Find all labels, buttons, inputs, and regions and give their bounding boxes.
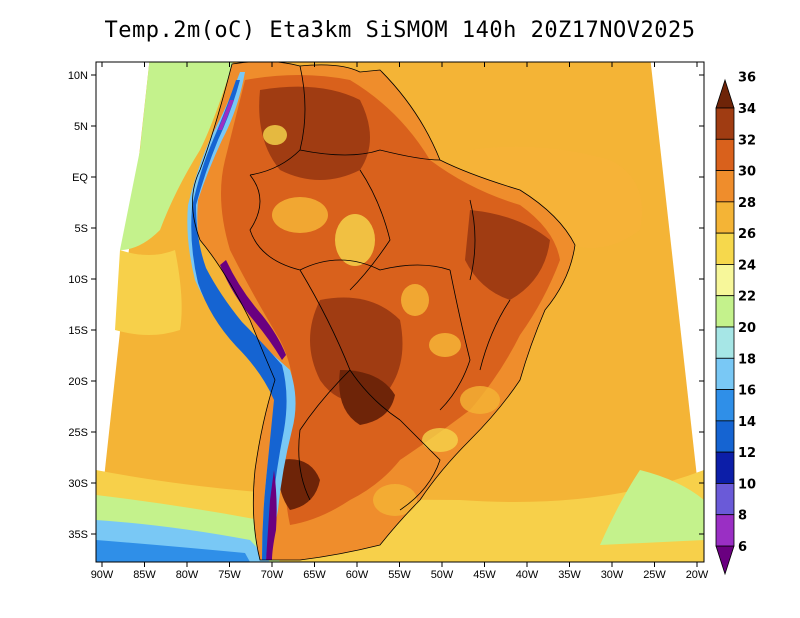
colorbar-label: 22 [738, 290, 756, 305]
map-field [96, 62, 704, 562]
cool-spot [401, 284, 429, 316]
lon-tick-label: 45W [473, 569, 496, 581]
amazon-very-hot [259, 86, 370, 180]
colorbar-label: 32 [738, 133, 756, 148]
colorbar-swatch [715, 107, 735, 140]
map-title: Temp.2m(oC) Eta3km SiSMOM 140h 20Z17NOV2… [104, 18, 696, 43]
colorbar-min-triangle [715, 545, 735, 576]
colorbar: 6 8 10 12 14 16 18 20 22 24 26 28 30 32 34 36 [715, 71, 756, 576]
pacific-mild [115, 250, 182, 335]
lon-tick-label: 60W [346, 569, 369, 581]
colorbar-swatch [715, 389, 735, 422]
colorbar-label: 26 [738, 227, 756, 242]
colorbar-label: 28 [738, 196, 756, 211]
lon-tick-label: 40W [516, 569, 539, 581]
colorbar-swatch [715, 170, 735, 203]
lat-tick-label: 10S [68, 274, 88, 286]
lon-tick-label: 85W [133, 569, 156, 581]
chaco-very-hot [339, 370, 395, 425]
andes-very-cold [220, 260, 286, 560]
colorbar-swatch [715, 264, 735, 297]
colorbar-label: 6 [738, 540, 747, 555]
lon-tick-label: 55W [388, 569, 411, 581]
pacific-cool-tongue [120, 62, 234, 250]
cool-spot [373, 484, 417, 516]
cool-spot [429, 333, 461, 357]
colorbar-label: 8 [738, 509, 747, 524]
colorbar-label: 10 [738, 477, 756, 492]
lat-tick-label: 35S [68, 529, 88, 541]
lat-tick-label: 10N [68, 70, 88, 82]
lat-tick-label: EQ [72, 172, 88, 184]
colorbar-label: 36 [738, 71, 756, 86]
atlantic-mild-patch [470, 146, 642, 248]
colorbar-label: 34 [738, 102, 756, 117]
colorbar-swatch [715, 201, 735, 234]
lat-tick-label: 25S [68, 427, 88, 439]
lat-tick-label: 5S [75, 223, 88, 235]
country-borders [192, 62, 576, 561]
continent-hot [221, 75, 560, 525]
lon-tick-label: 25W [643, 569, 666, 581]
colorbar-label: 20 [738, 321, 756, 336]
lon-tick-label: 30W [601, 569, 624, 581]
lon-tick-label: 20W [686, 569, 709, 581]
cool-spot [272, 197, 328, 233]
longitude-axis: 90W 85W 80W 75W 70W 65W 60W 55W 50W 45W 40W 35W 30W 2… [91, 62, 709, 581]
colorbar-label: 16 [738, 384, 756, 399]
colorbar-label: 14 [738, 415, 756, 430]
colorbar-swatch [715, 420, 735, 453]
lon-tick-label: 80W [176, 569, 199, 581]
lon-tick-label: 70W [261, 569, 284, 581]
ocean-se-cool [600, 470, 704, 545]
colorbar-swatch [715, 514, 735, 547]
lon-tick-label: 35W [558, 569, 581, 581]
colorbar-label: 12 [738, 446, 756, 461]
argentina-very-hot [278, 459, 320, 510]
cool-spot [335, 214, 375, 266]
lon-tick-label: 50W [431, 569, 454, 581]
colorbar-swatch [715, 451, 735, 484]
ocean-south-colder [96, 540, 250, 562]
lat-tick-label: 20S [68, 376, 88, 388]
northeast-very-hot [465, 210, 550, 300]
colorbar-max-triangle [715, 78, 735, 109]
colorbar-swatch [715, 295, 735, 328]
colorbar-swatch [715, 232, 735, 265]
lat-tick-label: 15S [68, 325, 88, 337]
colorbar-swatch [715, 138, 735, 171]
andes-snow [218, 100, 234, 130]
cool-spot [422, 428, 458, 452]
latitude-axis: 10N 5N EQ 5S 10S 15S 20S 25S 30S 35S [68, 70, 704, 541]
lon-tick-label: 75W [218, 569, 241, 581]
lat-tick-label: 30S [68, 478, 88, 490]
central-very-hot [310, 297, 403, 403]
colorbar-swatch [715, 483, 735, 516]
cool-spot [263, 125, 287, 145]
colorbar-swatch [715, 357, 735, 390]
lon-tick-label: 90W [91, 569, 114, 581]
colorbar-label: 18 [738, 352, 756, 367]
colorbar-swatch [715, 326, 735, 359]
lat-tick-label: 5N [74, 121, 88, 133]
colorbar-label: 24 [738, 258, 756, 273]
colorbar-label: 30 [738, 165, 756, 180]
andes-cold [191, 80, 287, 560]
cool-spot [460, 386, 500, 414]
lon-tick-label: 65W [303, 569, 326, 581]
